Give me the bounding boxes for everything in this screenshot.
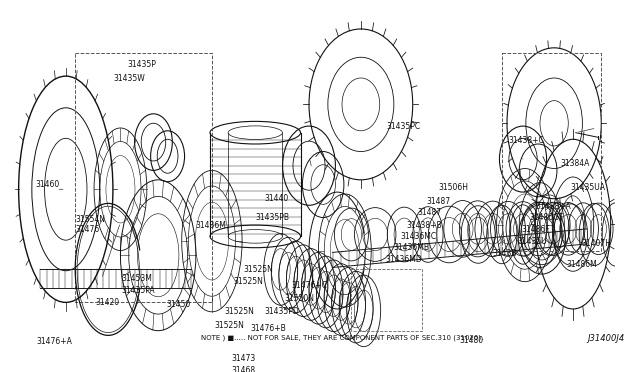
Text: 31435PC: 31435PC: [387, 122, 420, 131]
Text: 31480: 31480: [460, 336, 484, 344]
Text: NOTE ) ■..... NOT FOR SALE, THEY ARE COMPONENT PARTS OF SEC.310 (31020).: NOTE ) ■..... NOT FOR SALE, THEY ARE COM…: [200, 335, 483, 341]
Text: 31435W: 31435W: [114, 74, 146, 83]
Text: 31550N: 31550N: [285, 294, 314, 303]
Text: 31468: 31468: [232, 366, 256, 372]
Text: 31487: 31487: [427, 197, 451, 206]
Text: 31435UA: 31435UA: [570, 183, 605, 192]
Text: 31438+C: 31438+C: [509, 136, 545, 145]
Text: 31476+A: 31476+A: [36, 337, 72, 346]
Text: 31435PA: 31435PA: [122, 286, 155, 295]
Text: 31460: 31460: [36, 180, 60, 189]
Text: 31407H: 31407H: [582, 240, 611, 248]
Text: 31435PB: 31435PB: [255, 213, 289, 222]
Text: 31476: 31476: [76, 225, 99, 234]
Text: 31486GF: 31486GF: [530, 213, 564, 222]
Text: 31486M: 31486M: [566, 260, 597, 269]
Text: 31450: 31450: [166, 300, 191, 309]
Text: 31486F: 31486F: [521, 225, 550, 234]
Text: 31438+A: 31438+A: [535, 202, 571, 211]
Text: 31525N: 31525N: [234, 277, 264, 286]
Bar: [502, 52, 601, 250]
Text: 31440: 31440: [265, 194, 289, 203]
Text: 31435PD: 31435PD: [265, 307, 300, 316]
Text: 3143B: 3143B: [492, 249, 516, 258]
Text: 31435P: 31435P: [127, 60, 156, 69]
Text: 31453M: 31453M: [122, 274, 152, 283]
Text: 31436MC: 31436MC: [401, 232, 436, 241]
Text: 31476+B: 31476+B: [250, 324, 286, 333]
Text: 31436MD: 31436MD: [385, 256, 422, 264]
Text: 31554N: 31554N: [76, 215, 105, 224]
Bar: [76, 52, 212, 302]
Text: 31473: 31473: [232, 355, 256, 363]
Text: 31438+B: 31438+B: [406, 221, 442, 230]
Text: J31400J4: J31400J4: [587, 334, 625, 343]
Text: 31487: 31487: [417, 208, 442, 217]
Text: 31436MB: 31436MB: [394, 243, 430, 252]
Text: 31420: 31420: [95, 298, 119, 307]
Text: 31525N: 31525N: [243, 265, 273, 274]
Bar: [351, 269, 422, 331]
Text: 31436M: 31436M: [196, 221, 227, 230]
Text: 31476+C: 31476+C: [291, 281, 327, 290]
Text: 31435U: 31435U: [517, 237, 547, 246]
Text: 31525N: 31525N: [215, 321, 244, 330]
Text: 31384A: 31384A: [561, 159, 590, 168]
Text: 31525N: 31525N: [224, 307, 254, 316]
Text: 31506H: 31506H: [438, 183, 468, 192]
